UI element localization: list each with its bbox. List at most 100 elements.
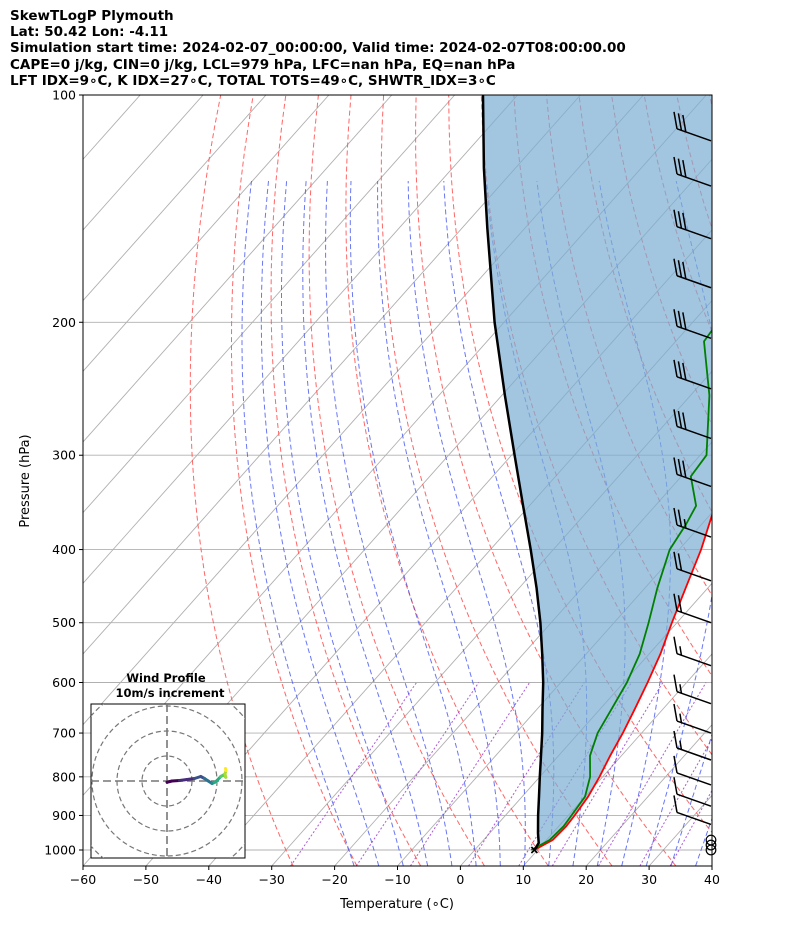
x-tick-label: −10 — [384, 872, 410, 887]
barb-shaft — [676, 524, 712, 538]
x-tick-label: −30 — [259, 872, 285, 887]
barb-flag — [682, 460, 687, 478]
surface-marker — [530, 846, 538, 854]
moist-adiabat — [302, 180, 429, 866]
barb-flag — [677, 553, 683, 571]
data-layer — [481, 95, 712, 854]
y-tick-label: 100 — [52, 88, 76, 103]
chart-title: SkewTLogP Plymouth — [10, 8, 174, 24]
isotherm-40 — [711, 865, 712, 866]
barb-flag — [673, 674, 678, 692]
isotherm--90 — [83, 95, 581, 655]
mixing-ratio-line — [468, 682, 585, 866]
wind-barb — [673, 703, 712, 734]
barb-flag — [682, 160, 687, 178]
barb-half-flag — [679, 740, 683, 750]
barb-flag — [677, 410, 683, 429]
wind-barb — [673, 593, 712, 624]
wind-barb — [673, 507, 712, 538]
barb-shaft — [676, 173, 712, 187]
wind-barb — [673, 359, 712, 390]
barb-flag — [682, 362, 687, 381]
moist-adiabat — [241, 180, 355, 866]
axes: −60 −50 −40 −30 −20 −10 0 10 20 30 40 100 200 300 400 5… — [44, 88, 720, 888]
x-tick-label: 0 — [456, 872, 464, 887]
barb-flag — [677, 260, 683, 278]
x-tick-label: 40 — [704, 872, 720, 887]
calm-circle — [705, 834, 717, 846]
indices-line: LFT IDX=9∘C, K IDX=27∘C, TOTAL TOTS=49∘C… — [10, 72, 496, 89]
barb-flag — [673, 593, 678, 611]
barb-shaft — [676, 720, 712, 734]
wind-barb — [673, 674, 712, 705]
barb-half-flag — [683, 519, 687, 529]
wind-barb — [673, 309, 712, 339]
barb-shaft — [676, 747, 712, 761]
temperature-parcel-area — [483, 95, 712, 850]
barb-shaft — [676, 772, 712, 786]
barb-flag — [673, 309, 678, 327]
barb-flag — [677, 158, 683, 176]
wind-barb — [673, 156, 712, 187]
isotherm--130 — [83, 95, 330, 372]
y-tick-label: 1000 — [44, 843, 76, 858]
isotherm-20 — [585, 723, 712, 866]
dry-adiabat — [308, 95, 485, 866]
mixing-ratio-line — [355, 682, 480, 866]
moist-adiabat — [349, 180, 477, 866]
barb-shaft — [676, 690, 712, 705]
isotherm--120 — [83, 95, 393, 443]
moist-adiabat — [377, 181, 501, 866]
dry-adiabat — [708, 95, 712, 108]
dewpoint-line — [530, 328, 712, 851]
wind-barb — [673, 730, 712, 761]
y-tick-label: 800 — [52, 769, 76, 784]
barb-shaft — [676, 793, 712, 807]
barb-shaft — [676, 568, 712, 582]
wind-barb — [673, 551, 712, 582]
hodograph-segment — [224, 767, 228, 772]
barb-flag — [673, 795, 678, 813]
parcel-line — [481, 95, 545, 851]
x-axis-label: Temperature (∘C) — [339, 897, 454, 912]
barb-flag — [673, 755, 678, 774]
barb-flag — [677, 458, 683, 477]
barb-shaft — [676, 128, 712, 142]
barb-flag — [677, 361, 683, 379]
barb-flag — [677, 310, 683, 328]
barb-half-flag — [679, 713, 683, 723]
y-tick-label: 500 — [52, 615, 76, 630]
barb-shaft — [676, 275, 712, 289]
wind-barb — [673, 636, 712, 667]
moist-adiabat — [645, 180, 712, 866]
barb-flag — [673, 409, 678, 427]
x-tick-label: 20 — [578, 872, 594, 887]
mixing-ratio-line — [669, 789, 712, 866]
isotherm-50 — [775, 95, 794, 866]
barb-shaft — [676, 225, 712, 240]
barb-flag — [673, 777, 678, 795]
wind-barb — [673, 457, 712, 488]
hodograph-title: Wind Profile — [126, 671, 206, 685]
barb-flag — [682, 312, 687, 330]
x-tick-label: −50 — [133, 872, 159, 887]
dry-adiabat — [189, 95, 294, 866]
barb-half-flag — [679, 646, 683, 656]
barb-flag — [682, 212, 687, 230]
barb-shaft — [676, 425, 712, 440]
mixing-ratio-line — [597, 682, 707, 866]
dry-adiabat — [345, 95, 549, 866]
isotherm--140 — [83, 95, 267, 302]
dry-adiabat — [231, 95, 358, 866]
isotherm--50 — [145, 229, 712, 866]
isotherm--10 — [397, 511, 712, 866]
barb-flag — [677, 509, 683, 527]
barb-flag — [677, 113, 683, 131]
dry-adiabat — [775, 95, 794, 866]
hodograph-subtitle: 10m/s increment — [116, 686, 225, 700]
x-tick-label: 30 — [641, 872, 657, 887]
barb-shaft — [676, 610, 712, 624]
chart-header: SkewTLogP Plymouth Lat: 50.42 Lon: -4.11… — [10, 8, 626, 89]
mixing-ratio-line — [551, 682, 664, 866]
y-tick-label: 400 — [52, 542, 76, 557]
